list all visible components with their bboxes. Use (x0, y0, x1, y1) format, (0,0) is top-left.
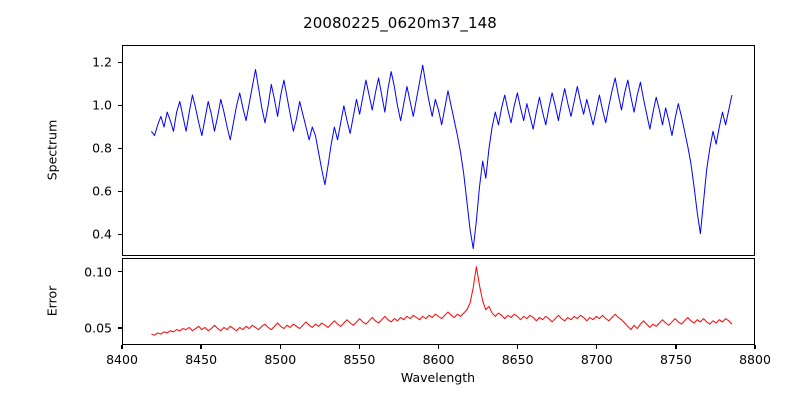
spectrum-y-tick-label: 0.8 (92, 140, 112, 156)
error-y-tick-label: 0.10 (84, 264, 112, 280)
error-plot-panel (122, 258, 755, 345)
error-y-axis-label: Error (44, 285, 60, 317)
spectrum-y-tick (118, 104, 122, 106)
wavelength-tick-label: 8450 (185, 352, 218, 367)
spectrum-y-axis-label: Spectrum (44, 119, 60, 181)
wavelength-tick-label: 8800 (739, 352, 771, 367)
wavelength-tick (754, 345, 756, 349)
wavelength-tick (200, 345, 202, 349)
error-series-line (123, 259, 754, 344)
spectrum-y-tick-label: 0.6 (92, 183, 112, 199)
wavelength-tick-label: 8750 (659, 352, 692, 367)
error-y-tick-label: 0.05 (84, 320, 112, 336)
spectrum-y-tick (118, 233, 122, 236)
wavelength-tick-label: 8600 (422, 352, 455, 367)
spectrum-y-tick-label: 0.4 (92, 226, 112, 242)
wavelength-tick-label: 8650 (501, 352, 534, 367)
spectrum-y-tick (118, 190, 122, 193)
spectrum-plot-panel (122, 45, 755, 256)
x-axis-label: Wavelength (400, 370, 476, 385)
wavelength-tick (121, 345, 123, 349)
spectrum-y-tick (118, 147, 122, 149)
wavelength-tick (279, 345, 281, 349)
error-y-tick (118, 270, 122, 273)
wavelength-tick-label: 8550 (343, 352, 376, 367)
spectrum-y-tick-label: 1.0 (92, 97, 112, 113)
wavelength-tick-label: 8400 (106, 352, 138, 367)
wavelength-tick-label: 8500 (264, 352, 297, 367)
chart-title: 20080225_0620m37_148 (303, 14, 497, 32)
wavelength-tick (675, 345, 677, 349)
error-y-tick (118, 327, 122, 329)
wavelength-tick (437, 345, 440, 349)
spectrum-y-tick-label: 1.2 (92, 54, 112, 70)
wavelength-tick (516, 345, 519, 349)
wavelength-tick (358, 345, 361, 349)
wavelength-tick (596, 345, 598, 349)
spectrum-y-tick (118, 61, 122, 63)
wavelength-tick-label: 8700 (580, 352, 613, 367)
spectrum-series-line (123, 46, 754, 255)
